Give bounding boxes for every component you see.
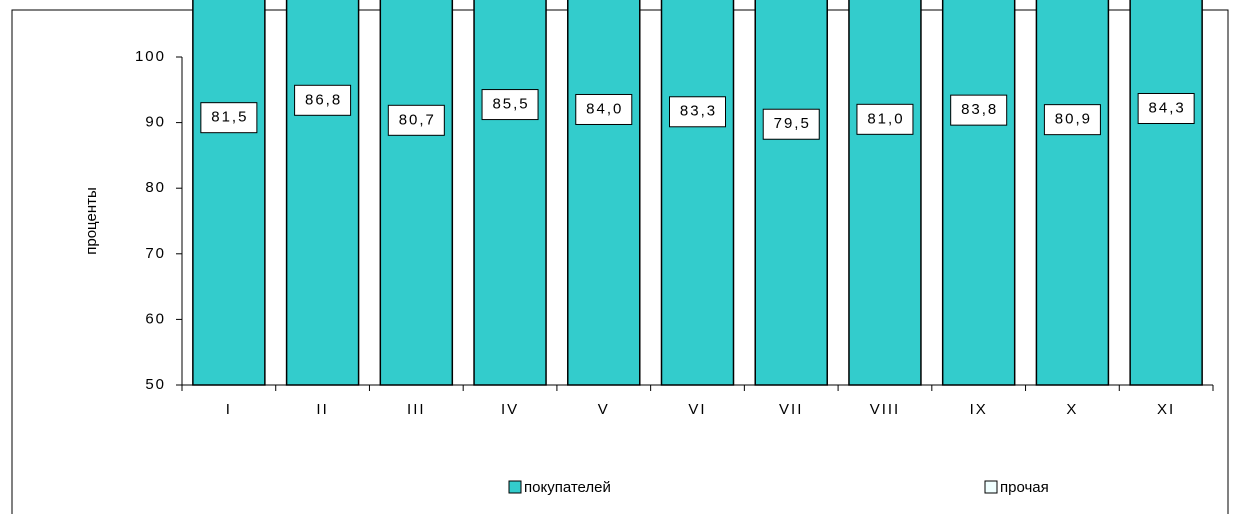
x-tick-label: I [226, 401, 232, 418]
value-label: 84,3 [1149, 99, 1186, 116]
x-tick-label: X [1066, 401, 1078, 418]
y-tick-label: 90 [145, 114, 166, 131]
legend-label: прочая [1000, 479, 1049, 496]
legend-swatch [508, 480, 522, 494]
label-box [200, 102, 258, 134]
y-tick-label: 100 [135, 48, 166, 65]
x-tick-label: IX [970, 401, 988, 418]
y-tick-label: 50 [145, 376, 166, 393]
x-tick-label: XI [1157, 401, 1175, 418]
value-label: 83,3 [680, 103, 717, 120]
label-box [481, 89, 539, 121]
value-label: 84,0 [586, 100, 623, 117]
x-tick-label: III [407, 401, 426, 418]
value-label: 80,7 [399, 111, 436, 128]
x-tick-label: VI [688, 401, 706, 418]
label-box [1137, 92, 1195, 124]
value-label: 80,9 [1055, 111, 1092, 128]
value-label: 83,8 [961, 101, 998, 118]
label-box [1043, 104, 1101, 136]
legend-swatch [984, 480, 998, 494]
y-tick-label: 70 [145, 245, 166, 262]
x-tick-label: II [316, 401, 328, 418]
bar-segment [660, 0, 735, 386]
bar-segment [941, 0, 1016, 386]
label-box [387, 104, 445, 136]
bar-segment [379, 0, 454, 386]
label-box [856, 103, 914, 135]
bar-segment [848, 0, 922, 386]
bar-segment [473, 0, 547, 386]
bar-segment [192, 0, 266, 386]
value-label: 81,5 [211, 109, 248, 126]
bar-segment [567, 0, 641, 386]
label-box [294, 84, 352, 116]
value-label: 81,0 [867, 110, 904, 127]
label-box [950, 94, 1008, 126]
x-tick-label: VII [779, 401, 803, 418]
bar-segment [285, 0, 360, 386]
label-box [575, 93, 633, 125]
legend-label: покупателей [524, 479, 611, 496]
value-label: 86,8 [305, 91, 342, 108]
label-box [762, 108, 820, 140]
y-tick-label: 60 [145, 310, 166, 327]
y-tick-label: 80 [145, 179, 166, 196]
bar-segment [1129, 0, 1203, 386]
label-box [669, 96, 726, 128]
value-label: 79,5 [774, 115, 811, 132]
x-tick-label: IV [501, 401, 519, 418]
x-tick-label: V [598, 401, 610, 418]
y-axis-label: проценты [83, 187, 100, 255]
bar-segment [1035, 0, 1110, 386]
x-tick-label: VIII [870, 401, 901, 418]
value-label: 85,5 [492, 96, 529, 113]
bar-segment [754, 0, 828, 386]
